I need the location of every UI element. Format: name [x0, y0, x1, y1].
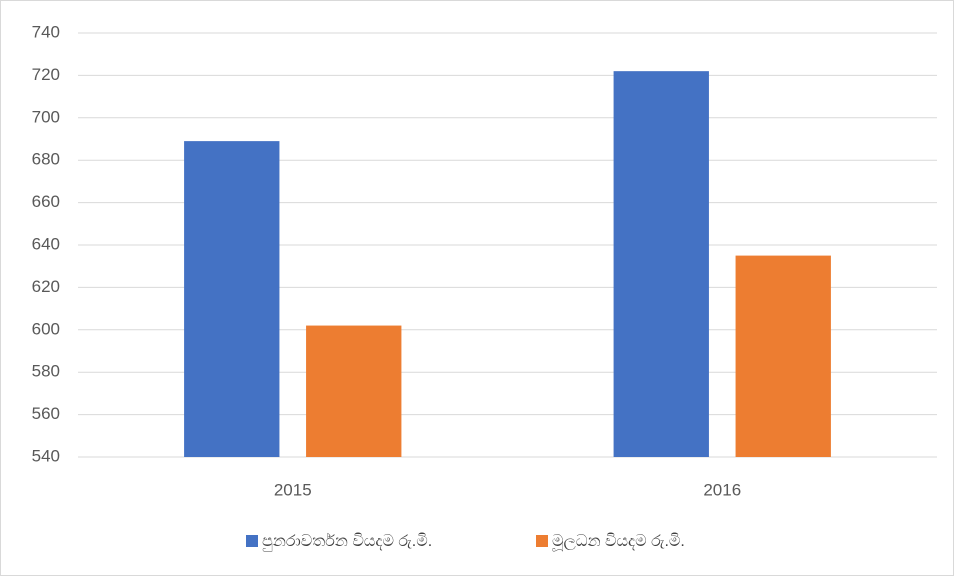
y-tick-label: 740: [32, 22, 60, 41]
y-tick-label: 600: [32, 319, 60, 338]
y-tick-label: 560: [32, 404, 60, 423]
y-tick-label: 680: [32, 150, 60, 169]
legend-swatch: [536, 535, 548, 547]
legend-swatch: [246, 535, 258, 547]
y-tick-label: 700: [32, 107, 60, 126]
bar: [735, 255, 831, 457]
x-tick-label: 2016: [703, 480, 741, 499]
bar: [613, 71, 709, 457]
y-tick-label: 540: [32, 446, 60, 465]
legend: පුනරාවර්තන වියදම රු.මි. මූලධන වියදම රු.මි…: [246, 532, 685, 551]
y-tick-label: 620: [32, 277, 60, 296]
x-tick-label: 2015: [274, 480, 312, 499]
legend-label: මූලධන වියදම රු.මි.: [552, 533, 685, 551]
legend-label: පුනරාවර්තන වියදම රු.මි.: [262, 532, 432, 551]
y-tick-label: 640: [32, 234, 60, 253]
y-tick-label: 660: [32, 192, 60, 211]
y-tick-label: 720: [32, 65, 60, 84]
bar: [306, 325, 402, 457]
bar: [184, 141, 280, 457]
y-tick-label: 580: [32, 362, 60, 381]
